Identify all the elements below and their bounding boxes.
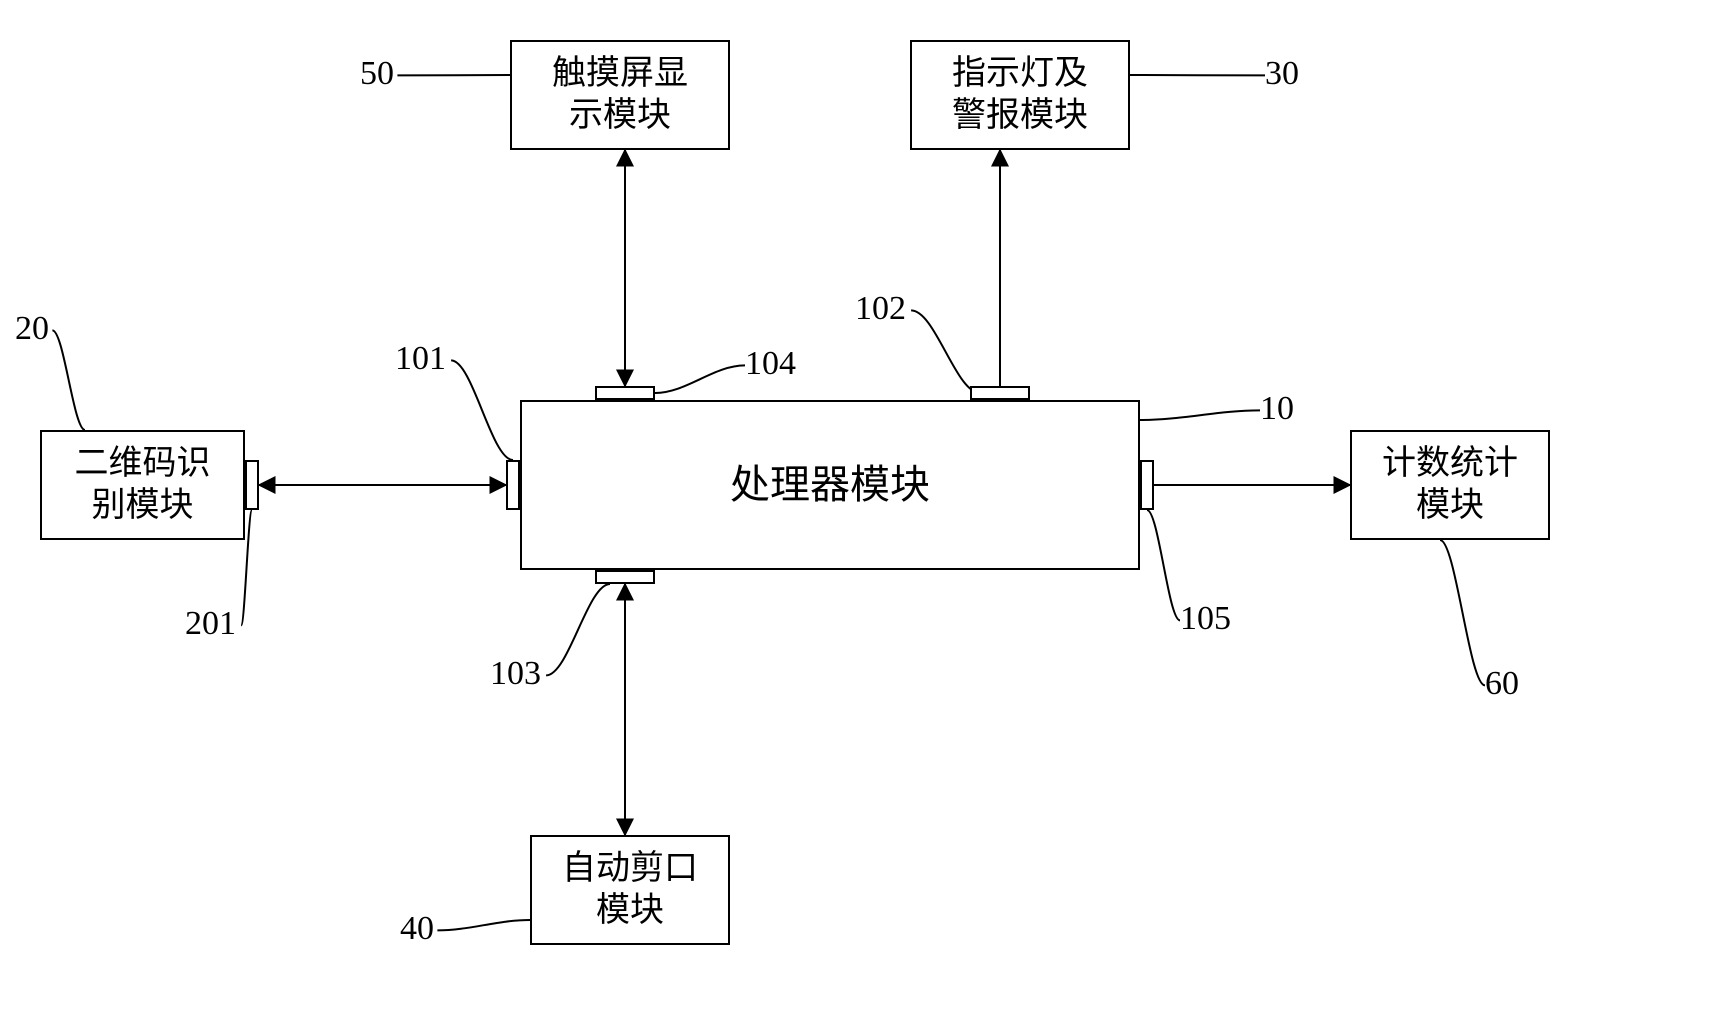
node-top_left: 触摸屏显 示模块 <box>510 40 730 150</box>
leader-c101 <box>451 360 513 460</box>
node-center: 处理器模块 <box>520 400 1140 570</box>
node-right: 计数统计 模块 <box>1350 430 1550 540</box>
leader-c105 <box>1147 510 1180 620</box>
leader-c20 <box>52 330 85 430</box>
callout-c30: 30 <box>1265 55 1299 93</box>
node-label: 指示灯及 警报模块 <box>952 53 1088 138</box>
callout-c101: 101 <box>395 340 446 378</box>
callout-c20: 20 <box>15 310 49 348</box>
leader-c60 <box>1440 540 1485 685</box>
port-p201 <box>245 460 259 510</box>
leader-c102 <box>911 310 980 393</box>
callout-c10: 10 <box>1260 390 1294 428</box>
callout-c103: 103 <box>490 655 541 693</box>
node-bottom: 自动剪口 模块 <box>530 835 730 945</box>
port-p101 <box>506 460 520 510</box>
port-p104 <box>595 386 655 400</box>
port-p105 <box>1140 460 1154 510</box>
callout-c104: 104 <box>745 345 796 383</box>
leader-c104 <box>655 365 745 393</box>
node-left: 二维码识 别模块 <box>40 430 245 540</box>
callout-c201: 201 <box>185 605 236 643</box>
node-label: 计数统计 模块 <box>1382 443 1518 528</box>
leader-c10 <box>1140 410 1260 420</box>
diagram-stage: 处理器模块 触摸屏显 示模块 指示灯及 警报模块二维码识 别模块 计数统计 模块自动剪… <box>0 0 1736 1024</box>
callout-c40: 40 <box>400 910 434 948</box>
node-label: 二维码识 别模块 <box>75 443 211 528</box>
node-label: 触摸屏显 示模块 <box>552 53 688 138</box>
callout-c50: 50 <box>360 55 394 93</box>
leader-c40 <box>437 920 530 930</box>
node-top_right: 指示灯及 警报模块 <box>910 40 1130 150</box>
node-label: 处理器模块 <box>730 460 930 510</box>
port-p103 <box>595 570 655 584</box>
port-p102 <box>970 386 1030 400</box>
callout-c105: 105 <box>1180 600 1231 638</box>
node-label: 自动剪口 模块 <box>562 848 698 933</box>
leader-c103 <box>546 584 610 675</box>
callout-c102: 102 <box>855 290 906 328</box>
callout-c60: 60 <box>1485 665 1519 703</box>
